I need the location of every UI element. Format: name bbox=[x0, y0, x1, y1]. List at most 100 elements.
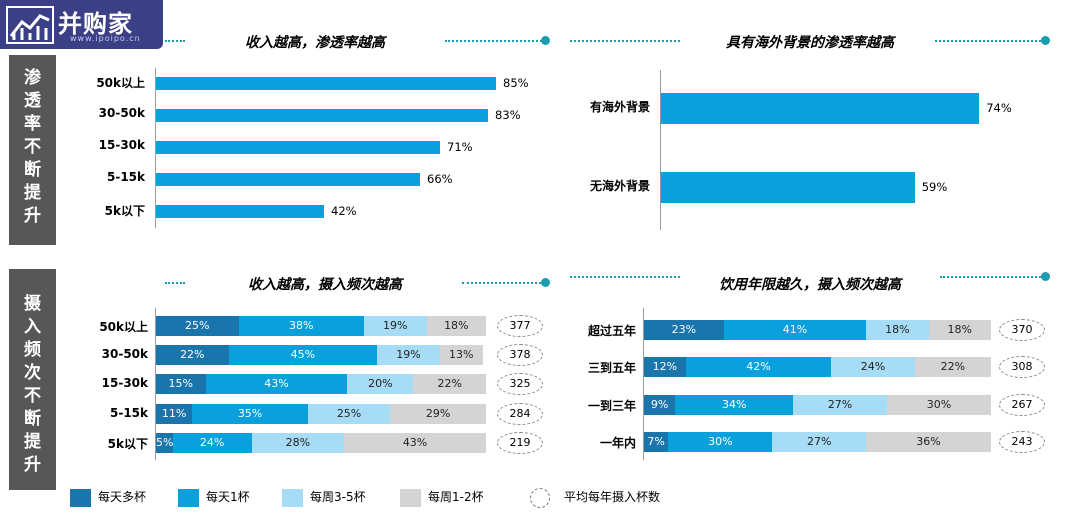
category-label: 50k以上 bbox=[96, 76, 145, 90]
category-label: 15-30k bbox=[98, 138, 145, 152]
data-label: 42% bbox=[331, 203, 357, 218]
title-rule bbox=[165, 282, 185, 284]
chart-title-overseas-penetration: 具有海外背景的渗透率越高 bbox=[726, 35, 894, 51]
bar bbox=[661, 172, 915, 203]
y-axis-line bbox=[660, 70, 661, 230]
data-label: 83% bbox=[495, 107, 521, 122]
category-label: 三到五年 bbox=[587, 361, 636, 376]
stacked-segment: 36% bbox=[866, 432, 991, 453]
stacked-segment: 18% bbox=[928, 320, 991, 340]
legend-label: 平均每年摄入杯数 bbox=[564, 490, 661, 504]
category-label: 无海外背景 bbox=[589, 179, 650, 193]
stacked-segment: 22% bbox=[156, 345, 229, 366]
legend-item: 每天多杯 bbox=[70, 487, 146, 507]
legend-swatch bbox=[400, 488, 421, 507]
legend-swatch bbox=[178, 488, 199, 507]
category-label: 一到三年 bbox=[587, 398, 636, 413]
title-rule bbox=[462, 282, 545, 284]
legend-item-average: 平均每年摄入杯数 bbox=[530, 487, 661, 508]
legend-swatch bbox=[70, 488, 91, 507]
stacked-segment: 43% bbox=[344, 432, 486, 453]
stacked-segment: 30% bbox=[886, 394, 991, 415]
side-label-penetration: 渗透率不断提升 bbox=[9, 55, 56, 245]
title-rule bbox=[165, 40, 185, 42]
data-label: 66% bbox=[427, 171, 453, 186]
title-rule-dot bbox=[541, 36, 550, 45]
title-rule-dot bbox=[541, 278, 550, 287]
stacked-segment: 41% bbox=[723, 320, 867, 340]
data-label: 85% bbox=[503, 75, 529, 90]
stacked-segment: 25% bbox=[156, 316, 239, 336]
category-label: 15-30k bbox=[101, 376, 148, 391]
bar bbox=[156, 173, 420, 186]
stacked-segment: 42% bbox=[685, 357, 832, 378]
legend-item: 每周1-2杯 bbox=[400, 487, 484, 507]
stacked-segment: 13% bbox=[439, 345, 483, 366]
title-rule bbox=[445, 40, 545, 42]
category-label: 5-15k bbox=[106, 170, 145, 184]
chart-title-years-frequency: 饮用年限越久，摄入频次越高 bbox=[719, 277, 901, 293]
title-rule bbox=[570, 40, 680, 42]
stacked-segment: 24% bbox=[172, 432, 252, 453]
side-label-frequency: 摄入频次不断提升 bbox=[9, 269, 56, 490]
stacked-segment: 19% bbox=[377, 345, 440, 366]
stacked-segment: 27% bbox=[772, 432, 867, 453]
chart-logo-icon bbox=[6, 6, 54, 44]
category-label: 有海外背景 bbox=[589, 100, 650, 114]
dashed-oval-icon bbox=[530, 487, 550, 508]
stacked-segment: 23% bbox=[644, 320, 724, 340]
y-axis-line bbox=[155, 68, 156, 228]
stacked-segment: 9% bbox=[644, 394, 676, 415]
title-rule bbox=[940, 276, 1045, 278]
title-rule bbox=[570, 276, 680, 278]
avg-cups-oval: 267 bbox=[999, 393, 1045, 416]
title-rule-dot bbox=[1041, 36, 1050, 45]
stacked-segment: 22% bbox=[413, 374, 486, 395]
stacked-segment: 25% bbox=[307, 403, 391, 424]
title-rule-dot bbox=[1041, 272, 1050, 281]
stacked-segment: 11% bbox=[156, 403, 193, 424]
stacked-segment: 43% bbox=[205, 374, 348, 395]
logo-subtext: www.ipoipo.cn bbox=[70, 34, 141, 43]
stacked-segment: 15% bbox=[156, 374, 206, 395]
avg-cups-oval: 308 bbox=[999, 356, 1045, 379]
data-label: 59% bbox=[921, 179, 948, 194]
bar bbox=[156, 77, 496, 90]
stacked-segment: 18% bbox=[866, 320, 929, 340]
stacked-segment: 27% bbox=[793, 394, 887, 415]
stacked-segment: 30% bbox=[668, 432, 773, 453]
legend-item: 每周3-5杯 bbox=[282, 487, 366, 507]
logo: 并购家 www.ipoipo.cn bbox=[0, 0, 163, 49]
y-axis-line bbox=[155, 308, 156, 460]
bar bbox=[661, 93, 980, 124]
avg-cups-oval: 219 bbox=[497, 431, 543, 454]
category-label: 30-50k bbox=[98, 106, 145, 120]
chart-title-income-frequency: 收入越高，摄入频次越高 bbox=[248, 277, 402, 293]
category-label: 50k以上 bbox=[99, 320, 148, 334]
stacked-segment: 12% bbox=[644, 357, 686, 378]
stacked-segment: 29% bbox=[390, 403, 486, 424]
legend-label: 每天多杯 bbox=[98, 490, 147, 504]
legend-swatch bbox=[282, 488, 303, 507]
y-axis-line bbox=[643, 308, 644, 460]
category-label: 超过五年 bbox=[587, 324, 636, 338]
title-rule bbox=[935, 40, 1045, 42]
avg-cups-oval: 284 bbox=[497, 402, 543, 425]
stacked-segment: 38% bbox=[238, 316, 364, 336]
legend-label: 每天1杯 bbox=[206, 490, 250, 504]
bar bbox=[156, 109, 488, 122]
legend-label: 每周1-2杯 bbox=[428, 490, 484, 504]
category-label: 5k以下 bbox=[104, 204, 145, 218]
legend-item: 每天1杯 bbox=[178, 487, 250, 507]
avg-cups-oval: 370 bbox=[999, 319, 1045, 341]
category-label: 一年内 bbox=[599, 436, 636, 451]
legend-label: 每周3-5杯 bbox=[310, 490, 366, 504]
logo-text: 并购家 bbox=[58, 10, 133, 38]
stacked-segment: 35% bbox=[192, 403, 308, 424]
chart-title-income-penetration: 收入越高，渗透率越高 bbox=[245, 35, 385, 51]
stacked-segment: 18% bbox=[426, 316, 486, 336]
avg-cups-oval: 378 bbox=[497, 344, 543, 367]
stacked-segment: 5% bbox=[156, 432, 173, 453]
stacked-segment: 22% bbox=[914, 357, 991, 378]
category-label: 5-15k bbox=[109, 405, 148, 420]
